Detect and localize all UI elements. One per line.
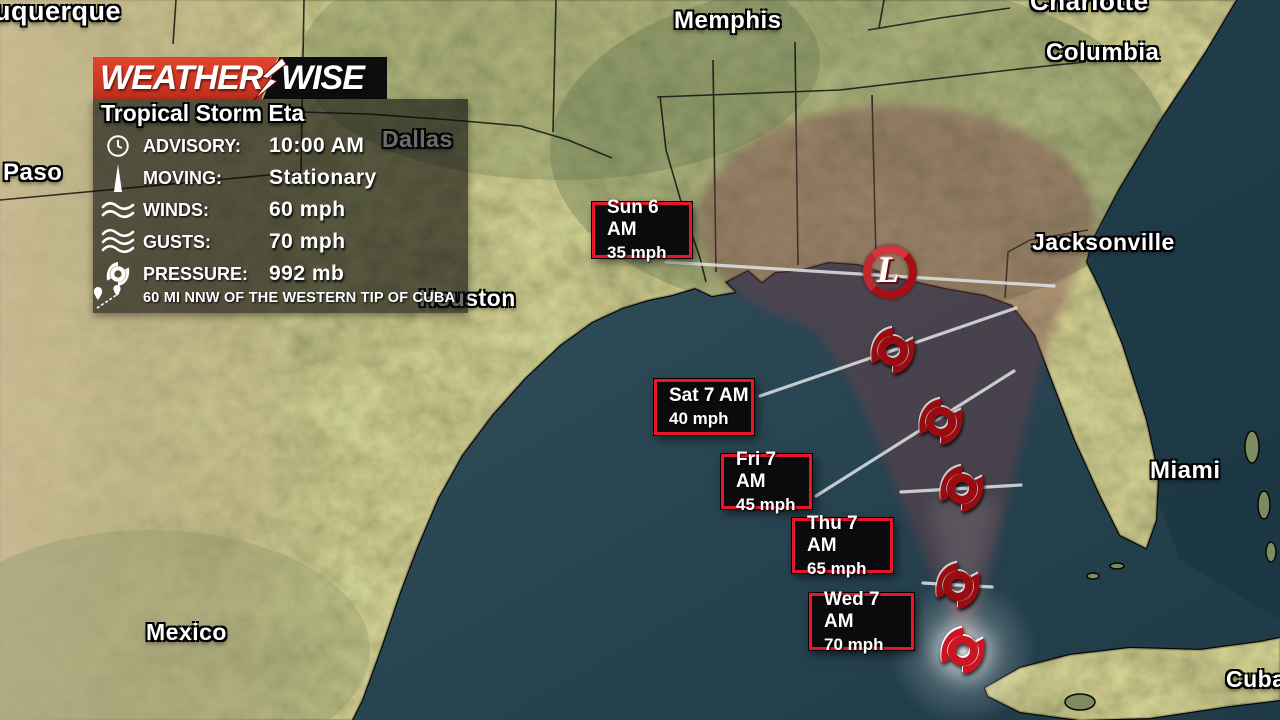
forecast-wind: 40 mph — [669, 409, 729, 428]
forecast-time: Fri 7 AM — [736, 448, 777, 492]
forecast-time: Wed 7 AM — [824, 588, 880, 632]
gusts-row: GUSTS: 70 mph — [93, 226, 468, 258]
forecast-label-wed-7-am: Wed 7 AM 70 mph — [809, 589, 914, 654]
forecast-wind: 70 mph — [824, 634, 884, 654]
forecast-time: Sun 6 AM — [607, 197, 659, 240]
forecast-label-sun-6-am: Sun 6 AM 35 mph — [592, 197, 692, 262]
track-line-0 — [664, 260, 1056, 288]
forecast-label-fri-7-am: Fri 7 AM 45 mph — [721, 449, 812, 514]
clock-icon — [105, 133, 131, 159]
winds-row: WINDS: 60 mph — [93, 194, 468, 226]
city-label-cuba: Cuba — [1226, 666, 1280, 692]
forecast-time: Thu 7 AM — [807, 512, 858, 556]
gusts-icon — [101, 229, 135, 255]
track-line-1 — [758, 306, 1018, 398]
forecast-storm-icon — [912, 393, 970, 451]
distance-note: 60 MI NNW OF THE WESTERN TIP OF CUBA — [143, 290, 456, 306]
map-small-islands — [1064, 430, 1277, 711]
low-pressure-marker: L — [863, 245, 917, 299]
winds-icon — [101, 200, 135, 220]
city-label-jacksonville: Jacksonville — [1032, 229, 1175, 255]
city-label-miami: Miami — [1150, 457, 1221, 484]
track-line-3 — [899, 483, 1023, 494]
map-atlantic-deep — [1086, 0, 1280, 620]
direction-icon — [111, 163, 125, 193]
city-label-uquerque: uquerque — [0, 0, 122, 26]
location-note-row: 60 MI NNW OF THE WESTERN TIP OF CUBA — [93, 285, 468, 311]
advisory-row: ADVISORY: 10:00 AM — [93, 130, 468, 162]
track-line-2 — [814, 369, 1016, 498]
logo-weather-text: WEATHER — [100, 58, 263, 97]
forecast-storm-icon — [933, 460, 991, 518]
forecast-label-thu-7-am: Thu 7 AM 65 mph — [792, 513, 893, 578]
city-label-memphis: Memphis — [674, 7, 782, 34]
lightning-bolt-icon — [253, 57, 287, 101]
forecast-wind: 35 mph — [607, 243, 667, 262]
forecast-wind: 65 mph — [807, 558, 867, 578]
logo-red-panel — [93, 57, 278, 99]
city-label-charlotte: Charlotte — [1030, 0, 1149, 16]
moving-row: MOVING: Stationary — [93, 162, 468, 194]
storm-info-panel: Tropical Storm Eta ADVISORY: 10:00 AM MO… — [93, 99, 468, 313]
low-pressure-letter: L — [876, 249, 900, 291]
forecast-storm-icon — [929, 557, 987, 615]
pressure-row: PRESSURE: 992 mb — [93, 258, 468, 290]
forecast-wind: 45 mph — [736, 494, 796, 514]
city-label-mexico: Mexico — [146, 619, 227, 645]
logo-wise-text: WISE — [281, 58, 365, 97]
current-storm-icon — [934, 622, 992, 680]
forecast-cone — [699, 105, 1095, 651]
forecast-label-sat-7-am: Sat 7 AM 40 mph — [654, 379, 754, 435]
city-label-paso: Paso — [3, 159, 63, 186]
city-label-columbia: Columbia — [1046, 39, 1160, 66]
storm-title: Tropical Storm Eta — [101, 100, 305, 126]
forecast-time: Sat 7 AM — [669, 385, 749, 406]
map-pins-icon — [93, 285, 143, 311]
forecast-storm-icon — [864, 322, 922, 380]
